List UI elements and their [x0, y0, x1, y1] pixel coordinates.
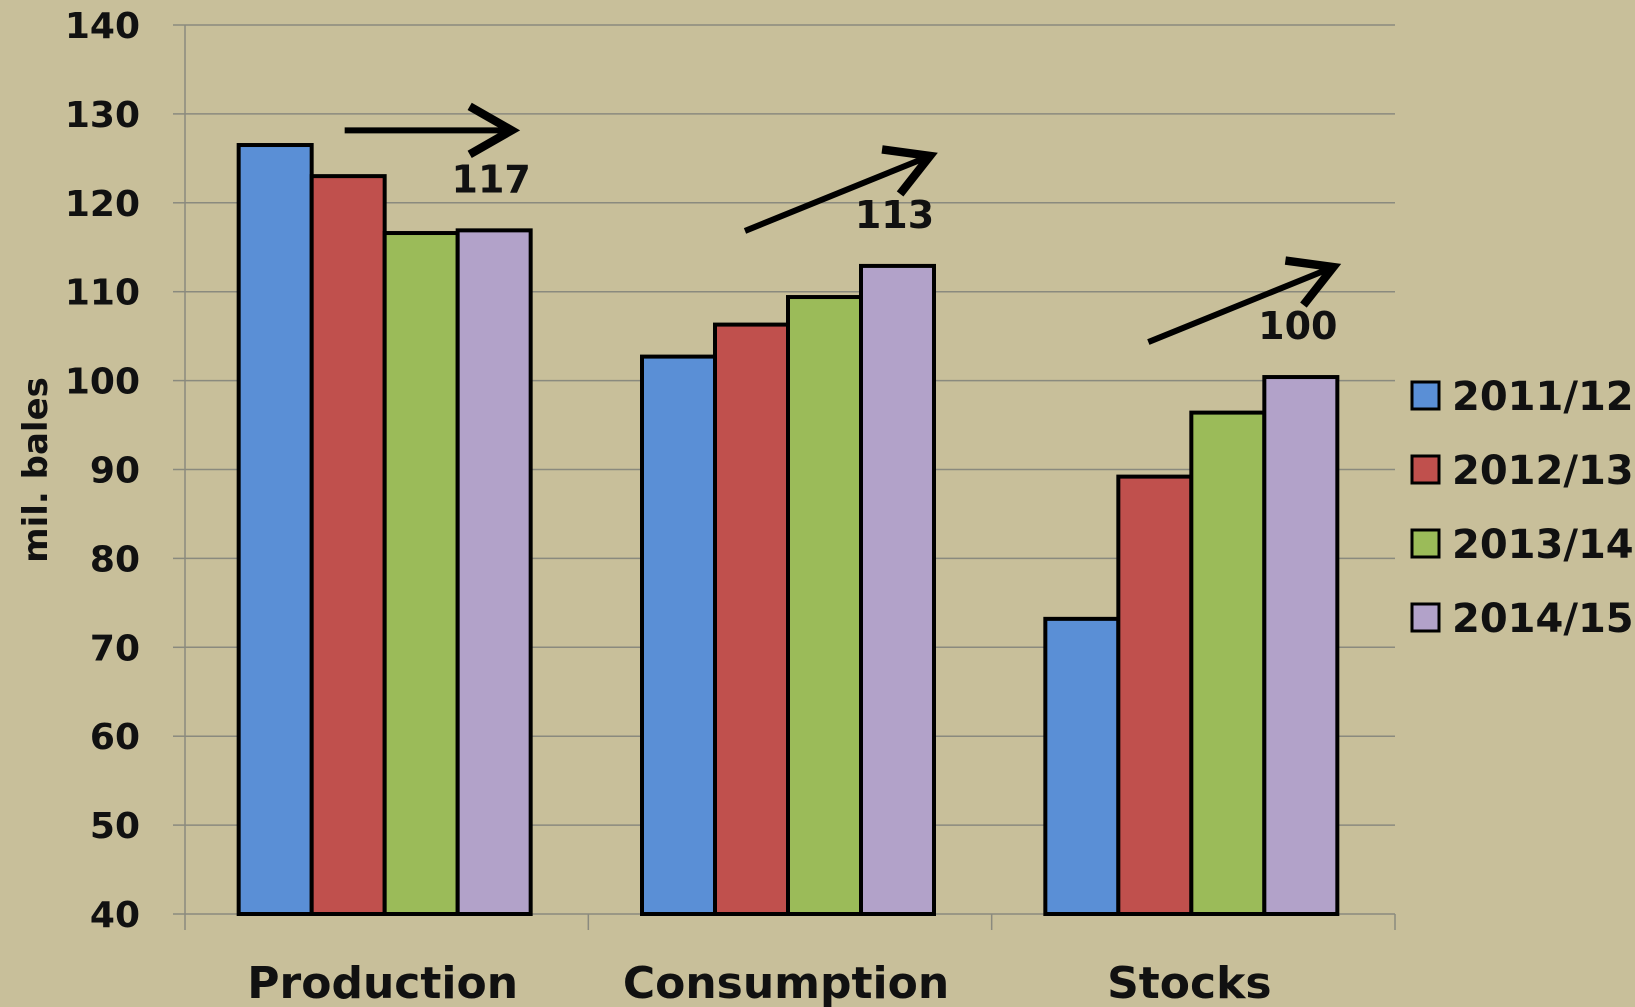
y-tick-label: 100 — [65, 362, 140, 403]
category-label: Stocks — [1107, 958, 1271, 1007]
y-tick-label: 140 — [65, 6, 140, 47]
data-label: 113 — [855, 193, 934, 237]
y-tick-label: 110 — [65, 273, 140, 314]
y-tick-label: 90 — [90, 451, 140, 492]
legend-entry: 2012/13 — [1452, 448, 1634, 494]
category-label: Production — [247, 958, 518, 1007]
bar-stocks-2014-15 — [1262, 375, 1340, 916]
bar-consumption-2014-15 — [859, 263, 936, 916]
trend-arrow — [743, 145, 938, 234]
annotations — [344, 102, 1342, 345]
y-tick-label: 70 — [90, 628, 140, 669]
bar-stocks-2011-12 — [1043, 616, 1121, 916]
legend-swatch — [1410, 454, 1441, 485]
y-tick-label: 120 — [65, 184, 140, 225]
trend-arrow — [1147, 256, 1342, 345]
bar-stocks-2012-13 — [1116, 474, 1194, 916]
bar-production-2011-12 — [236, 143, 314, 916]
legend-entry: 2011/12 — [1452, 374, 1634, 420]
bar-production-2012-13 — [309, 174, 387, 916]
legend-swatch — [1410, 380, 1441, 411]
data-label: 117 — [452, 157, 531, 201]
y-tick-label: 40 — [90, 895, 140, 936]
bar-consumption-2011-12 — [640, 354, 717, 916]
bars — [236, 143, 1340, 916]
bar-production-2014-15 — [455, 228, 533, 916]
bar-consumption-2012-13 — [713, 322, 790, 916]
legend: 2011/12 2012/13 2013/14 2014/15 — [1410, 374, 1634, 642]
bar-stocks-2013-14 — [1189, 410, 1267, 916]
legend-entry: 2013/14 — [1452, 522, 1634, 568]
y-axis-title: mil. bales — [16, 377, 56, 563]
legend-swatch — [1410, 528, 1441, 559]
labels: 40 50 60 70 80 90 100 110 120 130 140 Production Con… — [65, 6, 1338, 1007]
category-label: Consumption — [623, 958, 949, 1007]
y-tick-label: 60 — [90, 717, 140, 758]
y-tick-label: 80 — [90, 539, 140, 580]
y-tick-label: 50 — [90, 806, 140, 847]
legend-entry: 2014/15 — [1452, 596, 1634, 642]
data-label: 100 — [1258, 304, 1337, 348]
y-tick-label: 130 — [65, 95, 140, 136]
bar-production-2013-14 — [382, 231, 460, 916]
bar-consumption-2013-14 — [786, 295, 863, 916]
legend-swatch — [1410, 602, 1441, 633]
